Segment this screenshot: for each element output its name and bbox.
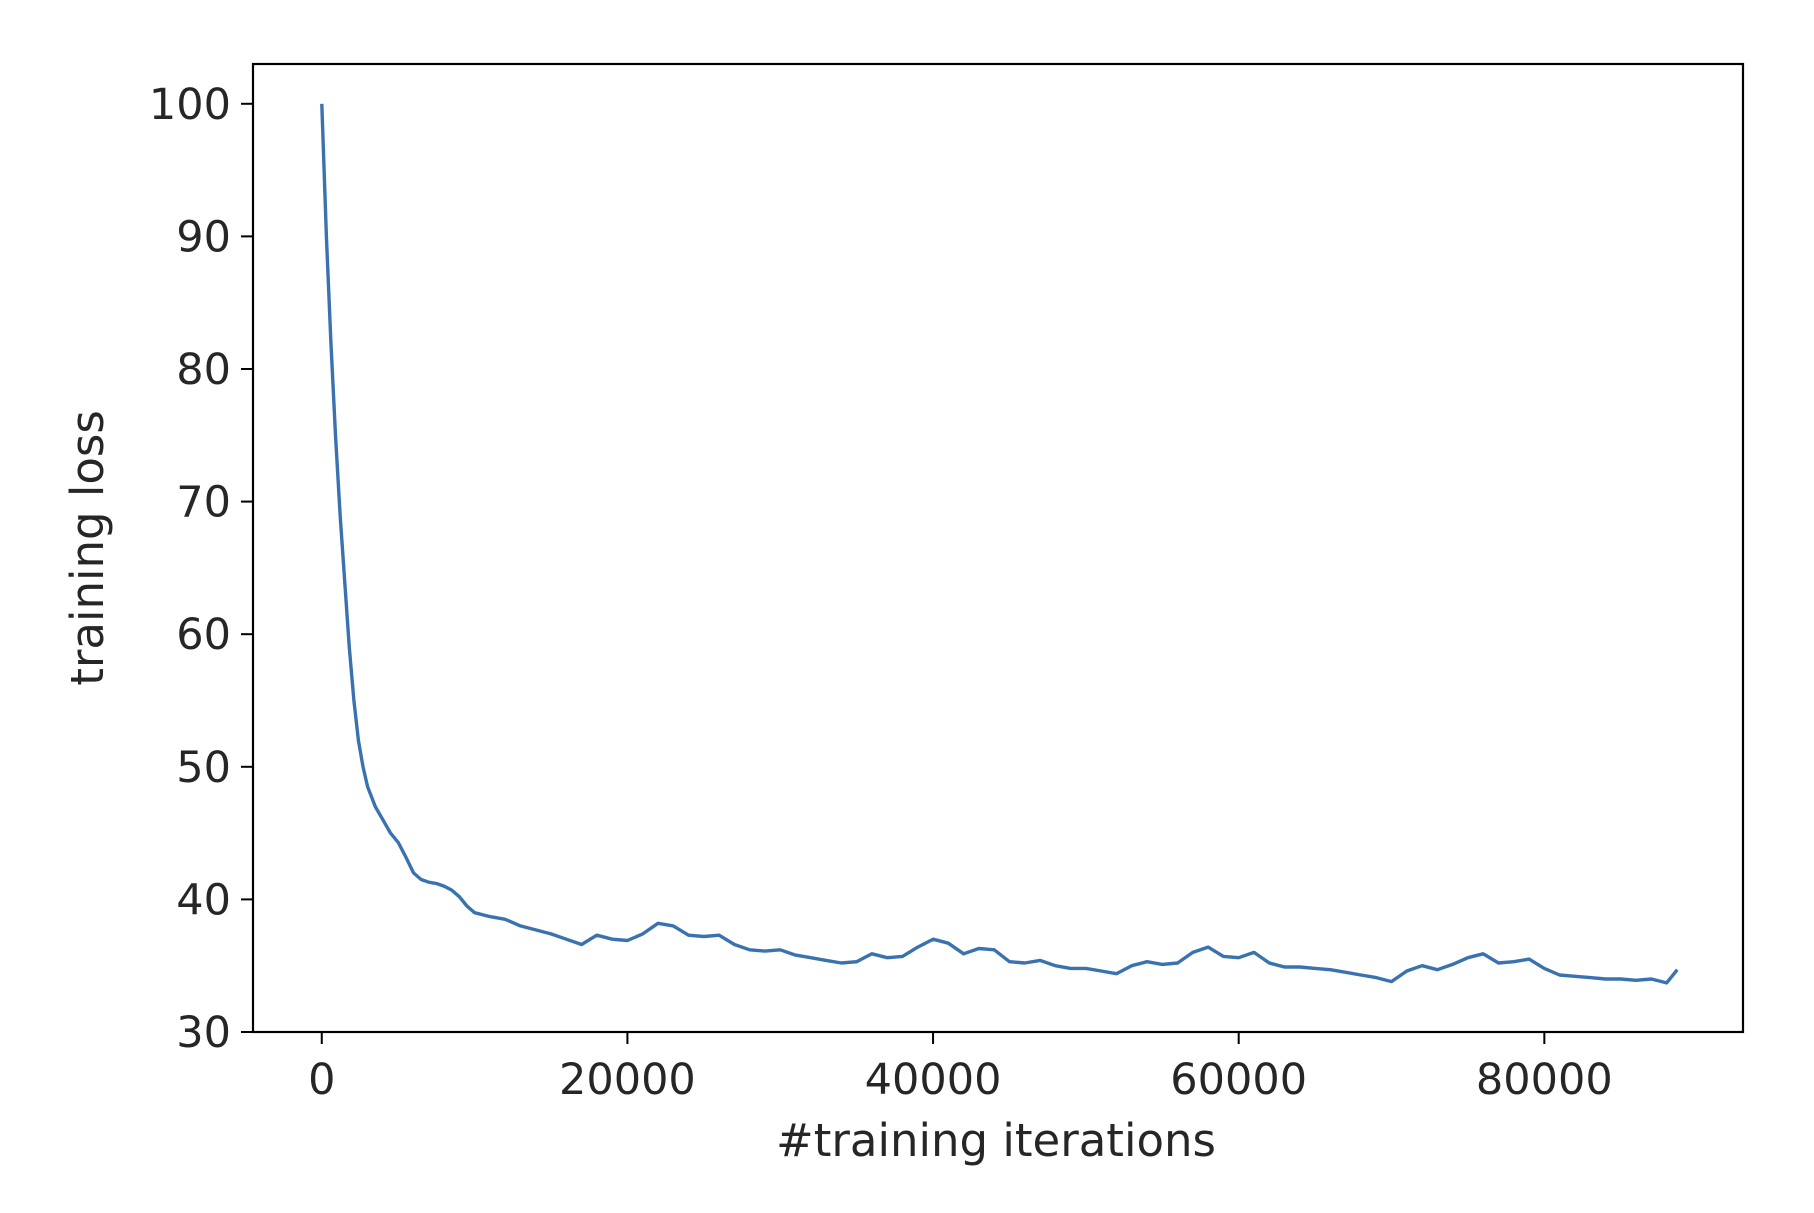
x-tick-label: 0 [308,1055,335,1105]
axes-frame [251,62,1745,1034]
y-tick-label: 70 [176,478,231,528]
y-tick-label: 80 [176,345,231,395]
x-axis-ticks: 0 20000 40000 60000 80000 [308,1032,1613,1105]
x-axis-title: #training iterations [776,1114,1216,1167]
x-tick-label: 60000 [1170,1055,1307,1105]
y-tick-label: 30 [176,1008,231,1058]
y-tick-label: 90 [176,212,231,262]
plot-layer [320,103,1679,985]
y-axis-title: training loss [61,410,114,686]
y-tick-label: 100 [149,80,231,130]
x-tick-label: 40000 [865,1055,1002,1105]
x-tick-label: 20000 [559,1055,696,1105]
y-axis-ticks: 30 40 50 60 70 80 90 100 [149,80,253,1058]
y-tick-label: 60 [176,610,231,660]
y-tick-label: 50 [176,743,231,793]
series-line-0 [320,103,1679,985]
y-tick-label: 40 [176,875,231,925]
x-tick-label: 80000 [1476,1055,1613,1105]
